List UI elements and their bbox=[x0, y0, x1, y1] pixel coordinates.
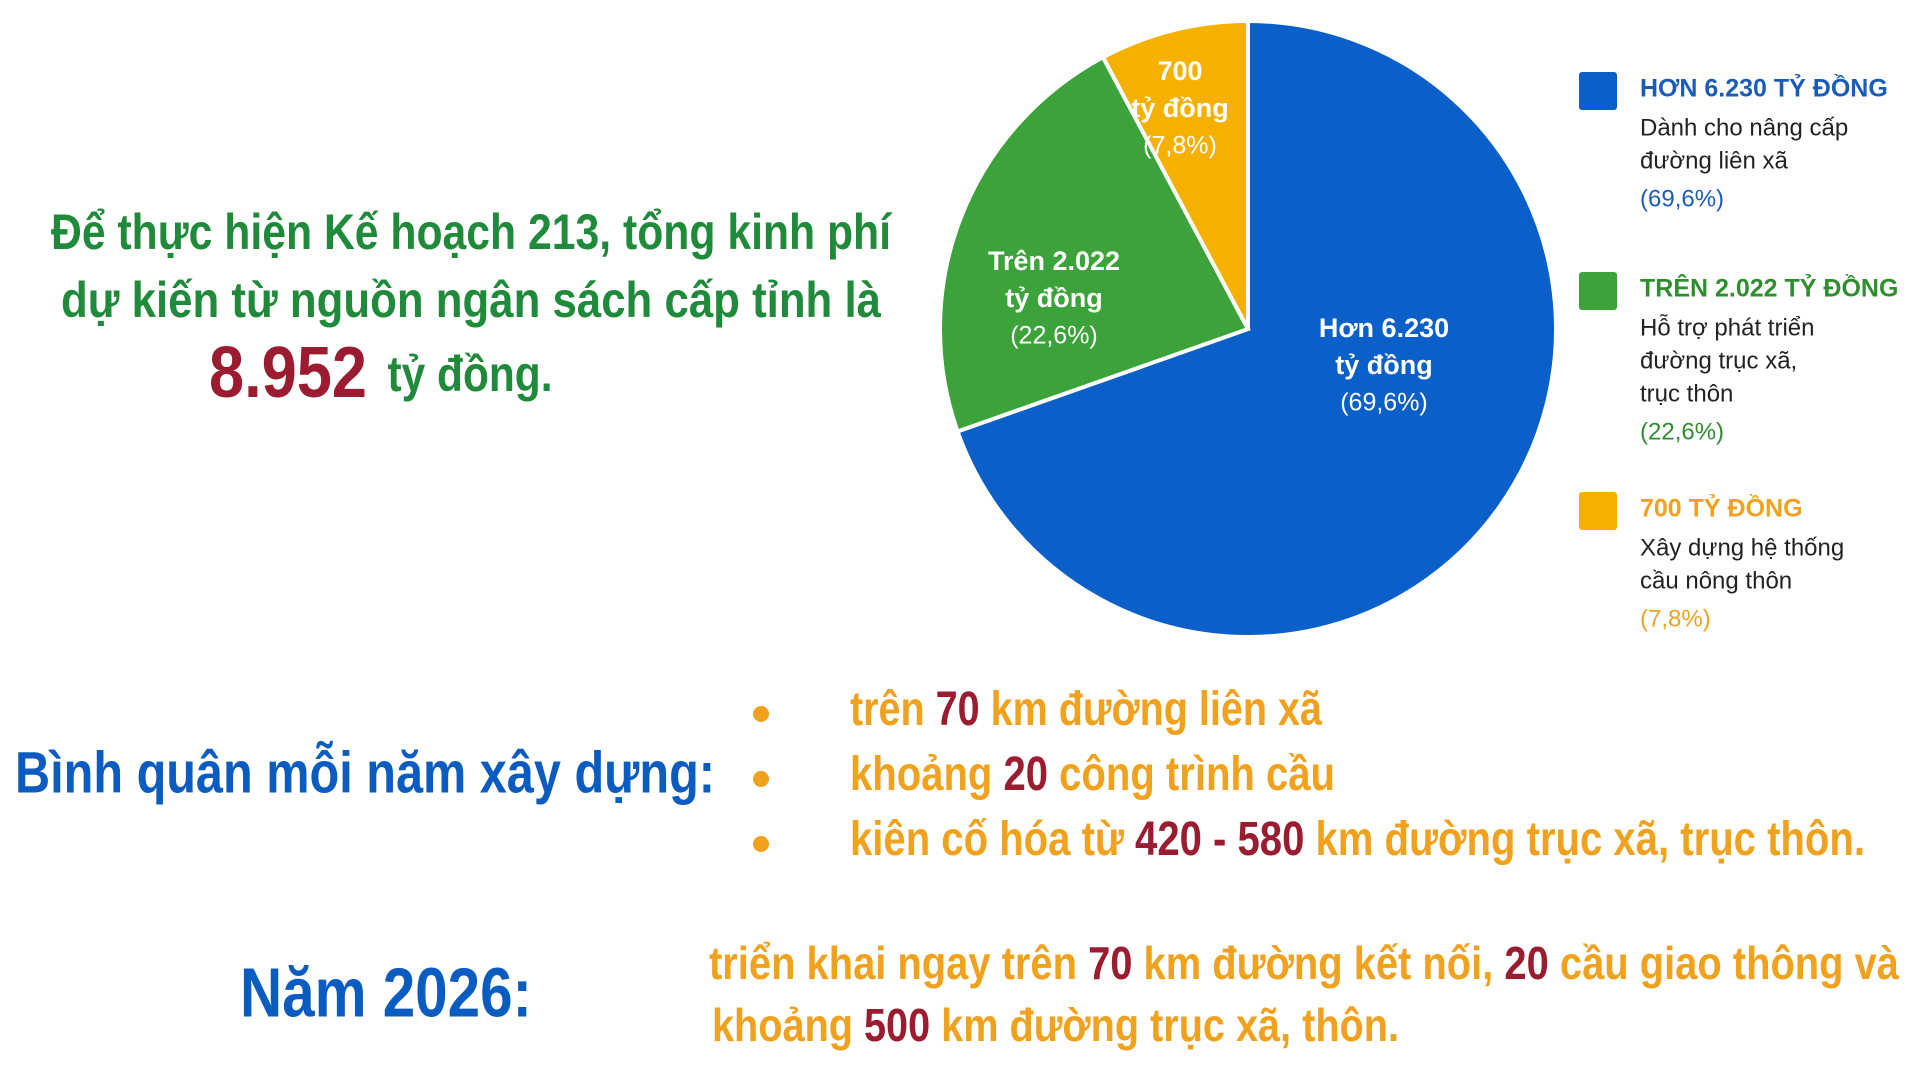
highlight: 70 bbox=[936, 683, 980, 736]
text-part: triển khai ngay trên bbox=[709, 937, 1088, 989]
plan-text: khoảng 500 km đường trục xã, thôn. bbox=[712, 999, 1399, 1051]
text-part: khoảng bbox=[850, 748, 1003, 801]
highlight: 70 bbox=[1088, 937, 1132, 989]
legend-percent: (22,6%) bbox=[1640, 418, 1724, 445]
slice-label: 700 bbox=[1157, 56, 1202, 86]
slice-percent: (7,8%) bbox=[1143, 132, 1217, 160]
legend: HƠN 6.230 TỶ ĐỒNG Dành cho nâng cấp đường … bbox=[1579, 72, 1898, 632]
legend-description: Hỗ trợ phát triển bbox=[1640, 314, 1814, 341]
slice-label: Hơn 6.230 bbox=[1319, 313, 1449, 343]
slice-label: Trên 2.022 bbox=[988, 246, 1120, 276]
bullet-text: trên 70 km đường liên xã bbox=[850, 683, 1322, 736]
bullet-text: khoảng 20 công trình cầu bbox=[850, 748, 1335, 801]
intro-line: Để thực hiện Kế hoạch 213, tổng kinh phí bbox=[51, 204, 893, 260]
highlight: 420 - 580 bbox=[1135, 813, 1304, 866]
text-part: cầu giao thông và bbox=[1549, 937, 1900, 989]
text-part: khoảng bbox=[712, 999, 864, 1051]
slice-label: tỷ đồng bbox=[1131, 93, 1228, 123]
intro: Để thực hiện Kế hoạch 213, tổng kinh phí… bbox=[51, 204, 893, 413]
plan-text: triển khai ngay trên 70 km đường kết nối… bbox=[709, 937, 1899, 989]
year-heading: Năm 2026: bbox=[240, 953, 532, 1031]
text-part: kiên cố hóa từ bbox=[850, 813, 1135, 866]
legend-description: trục thôn bbox=[1640, 380, 1733, 407]
highlight: 20 bbox=[1504, 937, 1548, 989]
legend-description: đường liên xã bbox=[1640, 147, 1789, 174]
text-part: km đường liên xã bbox=[980, 683, 1323, 736]
bullet-dot bbox=[753, 706, 769, 722]
legend-swatch bbox=[1579, 272, 1617, 310]
text-part: trên bbox=[850, 683, 936, 736]
total-amount: 8.952 bbox=[209, 333, 367, 413]
text-part: km đường trục xã, trục thôn. bbox=[1304, 813, 1865, 866]
highlight: 500 bbox=[864, 999, 930, 1051]
bullet-list: trên 70 km đường liên xã khoảng 20 công t… bbox=[753, 683, 1865, 866]
text-part: công trình cầu bbox=[1048, 748, 1335, 801]
text-part: km đường trục xã, thôn. bbox=[930, 999, 1399, 1051]
legend-title: HƠN 6.230 TỶ ĐỒNG bbox=[1640, 73, 1888, 103]
legend-description: Xây dựng hệ thống bbox=[1640, 534, 1844, 561]
text-part: km đường kết nối, bbox=[1132, 937, 1504, 989]
legend-description: Dành cho nâng cấp bbox=[1640, 114, 1848, 141]
year-plan: triển khai ngay trên 70 km đường kết nối… bbox=[709, 937, 1899, 1051]
legend-swatch bbox=[1579, 492, 1617, 530]
legend-description: cầu nông thôn bbox=[1640, 567, 1792, 594]
slice-percent: (22,6%) bbox=[1010, 322, 1098, 350]
legend-description: đường trục xã, bbox=[1640, 347, 1797, 374]
pie-slice bbox=[955, 18, 1558, 639]
bullet-dot bbox=[753, 836, 769, 852]
intro-line: dự kiến từ nguồn ngân sách cấp tỉnh là bbox=[61, 272, 881, 328]
legend-title: 700 TỶ ĐỒNG bbox=[1640, 493, 1803, 523]
pie-chart: Hơn 6.230 tỷ đồng (69,6%) Trên 2.022 tỷ đồng… bbox=[938, 18, 1558, 639]
total-unit: tỷ đồng. bbox=[388, 346, 553, 402]
legend-percent: (7,8%) bbox=[1640, 605, 1711, 632]
slice-label: tỷ đồng bbox=[1005, 283, 1102, 313]
legend-percent: (69,6%) bbox=[1640, 185, 1724, 212]
slice-percent: (69,6%) bbox=[1340, 389, 1428, 417]
highlight: 20 bbox=[1003, 748, 1048, 801]
slice-label: tỷ đồng bbox=[1335, 350, 1432, 380]
legend-swatch bbox=[1579, 72, 1617, 110]
legend-title: TRÊN 2.022 TỶ ĐỒNG bbox=[1640, 273, 1898, 303]
pie-slice bbox=[938, 54, 1251, 435]
bullet-dot bbox=[753, 771, 769, 787]
yearly-heading: Bình quân mỗi năm xây dựng: bbox=[15, 740, 715, 805]
bullet-text: kiên cố hóa từ 420 - 580 km đường trục x… bbox=[850, 813, 1865, 866]
pie-slice bbox=[1100, 18, 1250, 330]
